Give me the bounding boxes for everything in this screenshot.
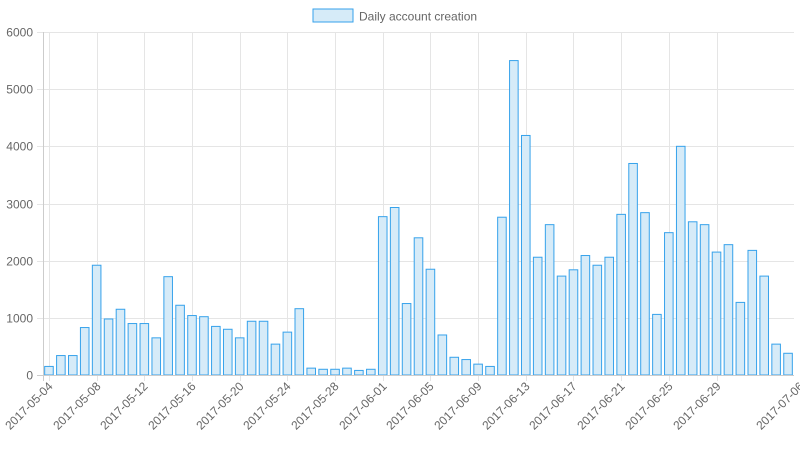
bar[interactable] (723, 244, 734, 376)
bar[interactable] (604, 256, 615, 376)
bar[interactable] (401, 303, 412, 376)
bar[interactable] (568, 269, 579, 376)
bar[interactable] (68, 355, 78, 376)
bar[interactable] (330, 368, 340, 376)
bar[interactable] (294, 308, 305, 376)
x-tick-label: 2017-05-28 (288, 379, 342, 433)
y-tick-label: 5000 (6, 83, 33, 97)
bar[interactable] (437, 334, 448, 376)
bar[interactable] (354, 369, 364, 376)
bar[interactable] (366, 368, 376, 376)
bar[interactable] (258, 320, 269, 376)
bar[interactable] (699, 224, 710, 376)
x-tick-label: 2017-05-20 (193, 379, 247, 433)
bar[interactable] (282, 331, 293, 376)
x-tick-label: 2017-05-12 (97, 379, 151, 433)
bar[interactable] (234, 337, 245, 376)
bar[interactable] (711, 251, 722, 376)
x-tick-label: 2017-07-06 (753, 379, 800, 433)
bar[interactable] (91, 264, 102, 376)
bar[interactable] (628, 162, 638, 376)
x-tick-label: 2017-06-13 (479, 379, 533, 433)
bar[interactable] (342, 367, 352, 376)
x-tick-label: 2017-05-04 (2, 379, 56, 433)
bar[interactable] (377, 216, 388, 376)
x-tick-label: 2017-06-05 (383, 379, 437, 433)
bar[interactable] (103, 318, 114, 376)
y-tick-label: 3000 (6, 198, 33, 212)
x-tick-label: 2017-06-29 (670, 379, 724, 433)
bar[interactable] (675, 145, 686, 376)
bar[interactable] (783, 352, 793, 376)
bar[interactable] (687, 221, 698, 376)
bar[interactable] (56, 355, 66, 376)
bar[interactable] (222, 328, 233, 376)
bar[interactable] (425, 268, 436, 376)
bar[interactable] (139, 323, 150, 376)
bar[interactable] (485, 365, 495, 376)
bar[interactable] (115, 308, 126, 376)
x-axis-tick-labels: 2017-05-042017-05-082017-05-122017-05-16… (2, 379, 800, 433)
bar[interactable] (270, 343, 281, 376)
bar[interactable] (449, 356, 460, 376)
bar[interactable] (664, 232, 674, 376)
bar[interactable] (211, 325, 221, 376)
x-tick-label: 2017-05-16 (145, 379, 199, 433)
bar[interactable] (306, 367, 317, 376)
legend-label: Daily account creation (359, 10, 477, 24)
bar[interactable] (616, 213, 626, 376)
y-tick-label: 4000 (6, 140, 33, 154)
bars (44, 60, 793, 376)
bar[interactable] (127, 323, 138, 376)
bar[interactable] (151, 337, 162, 376)
x-tick-label: 2017-06-09 (431, 379, 485, 433)
bar[interactable] (199, 316, 209, 376)
bar[interactable] (759, 275, 769, 376)
x-tick-label: 2017-05-08 (50, 379, 104, 433)
x-tick-label: 2017-05-24 (240, 379, 294, 433)
y-tick-label: 6000 (6, 26, 33, 40)
bar[interactable] (747, 249, 758, 376)
x-tick-label: 2017-06-25 (622, 379, 676, 433)
bar[interactable] (79, 327, 90, 376)
x-tick-label: 2017-06-17 (526, 379, 580, 433)
bar[interactable] (580, 255, 591, 376)
bar[interactable] (163, 276, 173, 376)
bar[interactable] (246, 320, 257, 376)
bar[interactable] (497, 216, 507, 376)
axes (37, 32, 794, 381)
bar[interactable] (473, 363, 483, 376)
bar[interactable] (544, 224, 555, 376)
bar[interactable] (318, 368, 328, 376)
bar[interactable] (44, 365, 54, 376)
y-tick-label: 0 (26, 369, 33, 383)
y-tick-label: 1000 (6, 312, 33, 326)
bar[interactable] (413, 237, 424, 376)
bar[interactable] (735, 301, 746, 376)
x-tick-label: 2017-06-21 (574, 379, 628, 433)
legend-swatch (312, 8, 354, 23)
bar[interactable] (175, 304, 185, 376)
bar[interactable] (509, 60, 519, 376)
bar[interactable] (520, 134, 531, 376)
y-tick-label: 2000 (6, 255, 33, 269)
bar[interactable] (771, 343, 781, 376)
bar[interactable] (652, 313, 662, 376)
bar[interactable] (556, 275, 567, 376)
bar[interactable] (389, 207, 400, 376)
x-tick-label: 2017-06-01 (336, 379, 390, 433)
bar[interactable] (532, 256, 543, 376)
bar[interactable] (187, 315, 197, 376)
bar[interactable] (461, 359, 471, 376)
y-axis-tick-labels: 0 1000 2000 3000 4000 5000 6000 (6, 26, 33, 383)
legend[interactable]: Daily account creation (312, 8, 477, 24)
bar[interactable] (592, 264, 603, 376)
bar[interactable] (640, 212, 650, 376)
